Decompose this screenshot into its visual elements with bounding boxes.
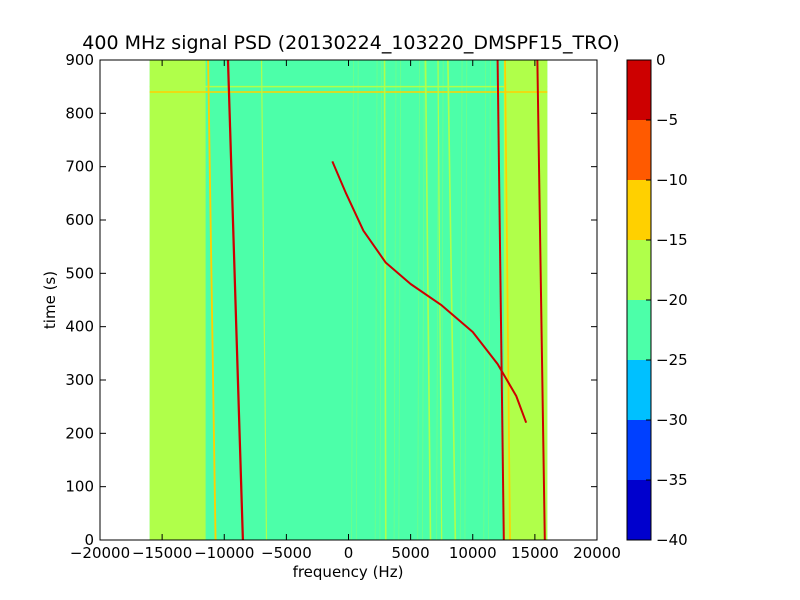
y-tick-label: 100 <box>65 478 94 496</box>
y-tick-label: 900 <box>65 51 94 69</box>
colorbar-bin <box>627 420 651 480</box>
colorbar-bin <box>627 120 651 180</box>
colorbar-tick-label: −30 <box>656 411 688 429</box>
heatmap-streak <box>355 59 359 541</box>
heatmap-streak <box>393 59 397 541</box>
y-tick-label: 600 <box>65 211 94 229</box>
colorbar-bin <box>627 180 651 240</box>
colorbar-tick-label: 0 <box>656 51 666 69</box>
spectral-line <box>447 59 457 541</box>
colorbar-tick-label: −5 <box>656 111 678 129</box>
spectral-line <box>437 59 443 541</box>
spectral-line <box>226 59 245 541</box>
colorbar-tick-label: −40 <box>656 531 688 549</box>
colorbar-bin <box>627 300 651 360</box>
colorbar-tick-label: −20 <box>656 291 688 309</box>
heatmap-streak <box>351 59 354 541</box>
heatmap-streak <box>422 59 425 541</box>
spectral-line <box>536 59 546 541</box>
spectral-line <box>504 59 511 541</box>
colorbar-tick-label: −35 <box>656 471 688 489</box>
y-tick-label: 500 <box>65 264 94 282</box>
plot-area <box>149 59 548 541</box>
y-tick-label: 0 <box>84 531 94 549</box>
x-tick-label: 20000 <box>573 544 621 562</box>
x-tick-label: 0 <box>344 544 354 562</box>
x-tick-label: −10000 <box>194 544 254 562</box>
heatmap-streak <box>464 59 468 541</box>
colorbar-bin <box>627 360 651 420</box>
colorbar-bin <box>627 480 651 540</box>
spectral-line <box>496 59 505 541</box>
colorbar-tick-label: −15 <box>656 231 688 249</box>
heatmap-streak <box>488 59 491 541</box>
heatmap-streak <box>379 59 383 541</box>
heatmap-streak <box>398 59 402 541</box>
spectral-line <box>383 59 387 541</box>
spectral-line <box>424 59 432 541</box>
heatmap-streak <box>374 59 378 541</box>
x-tick-label: 5000 <box>392 544 430 562</box>
y-tick-label: 700 <box>65 158 94 176</box>
y-tick-label: 800 <box>65 104 94 122</box>
y-tick-label: 400 <box>65 318 94 336</box>
heatmap-edge-band <box>503 60 548 540</box>
colorbar-tick-label: −10 <box>656 171 688 189</box>
heatmap-streak <box>417 59 420 541</box>
chart-title: 400 MHz signal PSD (20130224_103220_DMSP… <box>82 32 619 54</box>
spectral-line <box>260 59 268 541</box>
y-tick-label: 200 <box>65 424 94 442</box>
heatmap-streak <box>483 59 487 541</box>
colorbar-tick-label: −25 <box>656 351 688 369</box>
heatmap-streak <box>459 59 463 541</box>
colorbar-bin <box>627 240 651 300</box>
colorbar: 0 −5 −10 −15 −20 −25 −30 −35 −40 <box>626 51 688 549</box>
colorbar-bin <box>627 60 651 120</box>
x-tick-label: −5000 <box>261 544 312 562</box>
x-tick-label: 15000 <box>511 544 559 562</box>
spectral-line <box>207 59 217 541</box>
y-axis-label: time (s) <box>41 271 59 329</box>
x-tick-label: −20000 <box>70 544 130 562</box>
heatmap-texture <box>351 59 491 541</box>
heatmap-edge-band <box>149 60 206 540</box>
x-tick-label: −15000 <box>132 544 192 562</box>
y-tick-label: 300 <box>65 371 94 389</box>
axes: −20000 −15000 −10000 −5000 0 5000 10000 15000 20… <box>65 51 621 562</box>
x-axis-label: frequency (Hz) <box>293 563 404 581</box>
x-tick-label: 10000 <box>449 544 497 562</box>
doppler-curve <box>331 160 528 424</box>
heatmap-background <box>149 60 548 540</box>
